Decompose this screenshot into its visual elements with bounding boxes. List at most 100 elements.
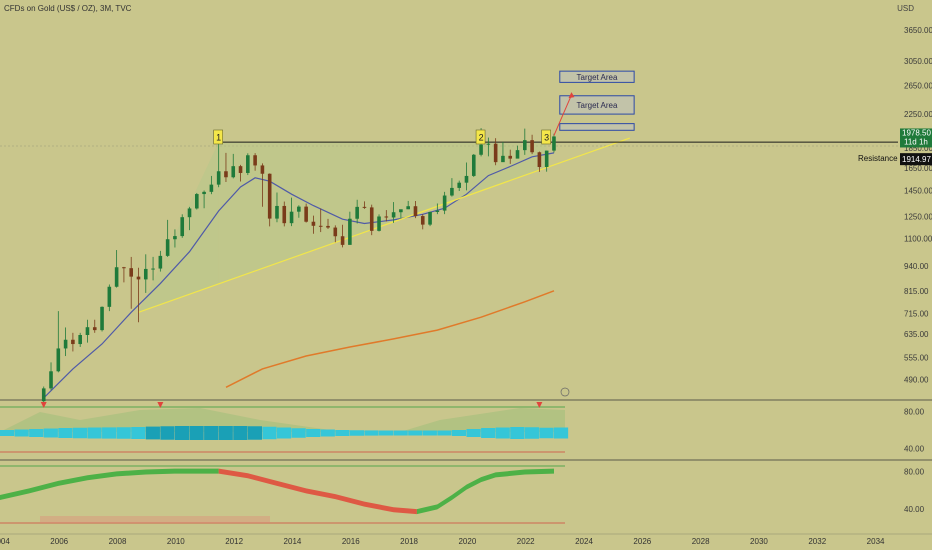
osc1-bar: [29, 429, 44, 437]
osc1-bar: [102, 427, 117, 439]
osc2-series-area: [0, 468, 219, 500]
candle-body: [151, 268, 155, 270]
candle-body: [107, 286, 112, 307]
candle-body: [92, 327, 97, 331]
candle-body: [515, 150, 520, 159]
osc1-bar: [291, 428, 306, 438]
candle-body: [464, 175, 469, 183]
y-tick-label: 815.00: [904, 287, 929, 296]
osc1-bar: [495, 427, 510, 439]
ma-short-line: [43, 152, 555, 399]
candle-body: [238, 166, 243, 173]
candle-body: [297, 206, 301, 212]
candle-body: [282, 205, 287, 224]
candle-body: [202, 191, 206, 195]
oscillator-panel-2: [0, 465, 565, 524]
currency-label: USD: [897, 4, 914, 13]
osc1-bar: [320, 429, 335, 437]
trendlines: [138, 137, 898, 313]
candle-body: [450, 187, 454, 196]
y-tick-label: 3650.00: [904, 26, 932, 35]
y-tick-label: 1650.00: [904, 164, 932, 173]
wave-triangle-fill: [138, 142, 547, 313]
osc1-bar: [408, 430, 423, 436]
osc1-bar: [262, 426, 277, 440]
candle-body: [544, 150, 549, 168]
y-tick-label: 635.00: [904, 330, 929, 339]
wave-fill-right: [218, 142, 547, 284]
osc1-bar: [349, 430, 365, 436]
candle-body: [71, 339, 75, 345]
osc1-bar: [364, 430, 379, 436]
candle-body: [63, 339, 68, 349]
y-tick-label: 1450.00: [904, 187, 932, 196]
candle-body: [384, 216, 389, 218]
osc1-signal-marker: [40, 402, 47, 408]
resistance-price-text: 1914.97: [902, 155, 931, 164]
osc1-bar: [276, 427, 292, 439]
osc1-bar: [379, 430, 394, 436]
candle-body: [224, 171, 228, 178]
x-tick-label: 2008: [109, 537, 127, 546]
moving-averages: [43, 152, 555, 399]
osc1-bar: [466, 429, 481, 437]
osc1-bar: [306, 429, 321, 437]
wave-label-box: [475, 129, 486, 145]
wave-label: 3: [544, 133, 549, 143]
osc1-tick-label: 40.00: [904, 445, 925, 454]
candle-body: [56, 348, 61, 372]
candle-body: [275, 205, 279, 219]
wave-label-box: [541, 129, 551, 145]
candle-body: [253, 155, 257, 166]
osc1-bar: [58, 428, 73, 438]
y-tick-label: 715.00: [904, 310, 929, 319]
osc1-bar: [131, 427, 146, 439]
candle-body: [41, 388, 46, 402]
candle-body: [122, 267, 126, 269]
resistance-label: Resistance: [858, 154, 898, 163]
osc1-bar: [553, 427, 569, 439]
x-tick-label: 2016: [342, 537, 360, 546]
candle-body: [369, 207, 374, 231]
x-tick-label: 2014: [284, 537, 302, 546]
candle-body: [457, 182, 462, 188]
last-price-text: 1978.50: [902, 128, 931, 137]
osc1-bar: [451, 430, 467, 436]
osc1-bar: [218, 426, 233, 440]
candle-body: [304, 206, 308, 222]
x-tick-label: 2006: [50, 537, 68, 546]
candle-body: [413, 206, 418, 217]
candle-body: [340, 236, 345, 245]
candle-body: [428, 211, 432, 225]
osc1-bar: [0, 430, 15, 436]
candle-body: [318, 225, 323, 227]
candle-body: [435, 210, 440, 212]
candle-body: [78, 335, 82, 345]
osc1-bar: [481, 428, 496, 438]
x-tick-label: 2004: [0, 537, 10, 546]
candle-body: [311, 221, 316, 226]
candle-body: [493, 143, 498, 163]
target-area-box: [559, 95, 635, 115]
wave-fill-left: [138, 142, 219, 313]
candle-body: [471, 154, 476, 176]
y-tick-label: 490.00: [904, 375, 929, 384]
x-tick-label: 2024: [575, 537, 593, 546]
y-tick-label: 2250.00: [904, 110, 932, 119]
candle-body: [158, 255, 163, 269]
arrow-head: [568, 92, 575, 99]
candle-body: [348, 218, 352, 245]
y-tick-label: 1100.00: [904, 235, 932, 244]
target-area-label: Target Area: [577, 101, 618, 110]
oscillator-panel-1: [0, 387, 570, 453]
resistance-price-badge: [900, 153, 932, 166]
wave-label: 2: [479, 133, 484, 143]
x-tick-label: 2010: [167, 537, 185, 546]
candle-body: [486, 143, 491, 145]
candle-body: [289, 211, 294, 224]
candle-body: [173, 236, 177, 240]
candle-body: [136, 276, 141, 280]
osc1-bar: [539, 427, 554, 439]
